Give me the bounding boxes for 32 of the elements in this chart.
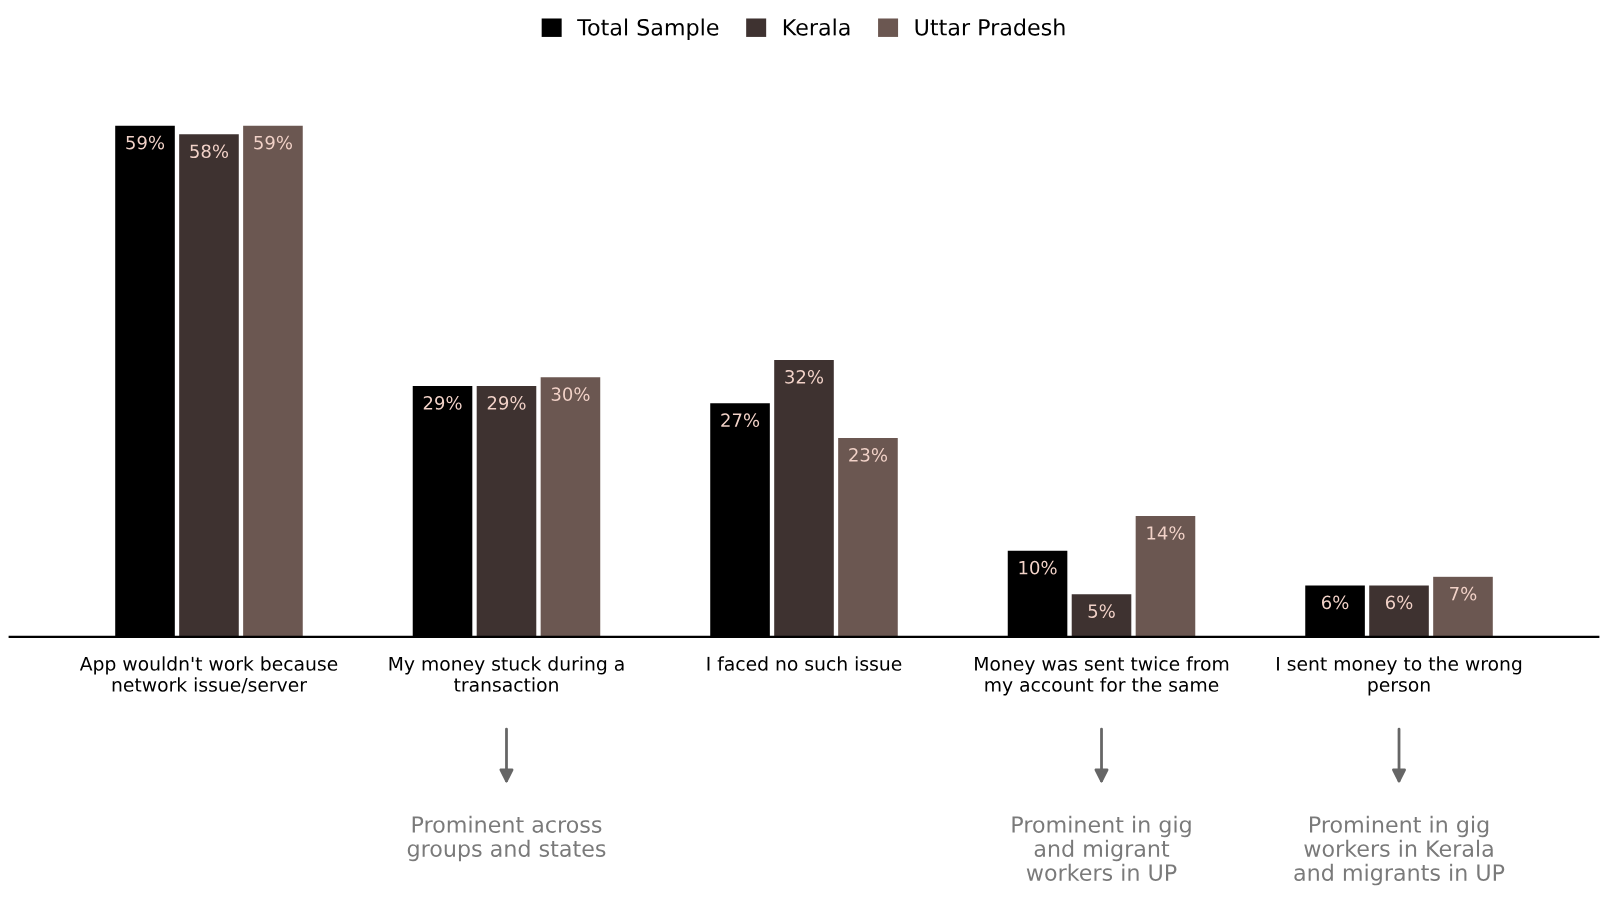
data-label: 59% <box>126 135 165 150</box>
text: Prominent in gig workers in Kerala and migrants in UP <box>1294 815 1505 886</box>
x-tick-label: Money was sent twice from my account for the same <box>975 656 1229 696</box>
data-label: 29% <box>487 396 526 410</box>
bar <box>177 132 241 637</box>
data-label: 32% <box>785 369 824 384</box>
bar <box>1367 584 1431 637</box>
legend-label: Uttar Pradesh <box>915 18 1065 36</box>
data-label: 59% <box>254 135 293 150</box>
x-tick-label: I sent money to the wrong person <box>1277 656 1522 696</box>
legend-label: Kerala <box>783 18 850 36</box>
bar <box>836 436 900 637</box>
bar <box>1431 575 1495 637</box>
data-label: 7% <box>1450 586 1477 601</box>
data-label: 30% <box>551 387 590 401</box>
data-label: 10% <box>1019 560 1057 575</box>
bar <box>241 124 305 637</box>
data-label: 23% <box>849 448 888 462</box>
bar <box>772 358 836 637</box>
data-label: 58% <box>190 144 229 159</box>
text: Prominent across groups and states <box>407 815 606 862</box>
legend-label: Total Sample <box>577 18 719 40</box>
data-label: 6% <box>1385 595 1413 610</box>
x-tick-label: My money stuck during a transaction <box>389 656 624 692</box>
data-label: 27% <box>721 413 760 428</box>
data-label: 14% <box>1147 526 1185 540</box>
data-label: 6% <box>1321 595 1349 610</box>
x-tick-label: I faced no such issue <box>707 656 902 671</box>
x-tick-label: App wouldn't work because network issue/server <box>79 656 338 694</box>
data-label: 29% <box>423 396 462 410</box>
text: Prominent in gig and migrant workers in UP <box>1012 815 1191 881</box>
data-label: 5% <box>1088 604 1115 618</box>
